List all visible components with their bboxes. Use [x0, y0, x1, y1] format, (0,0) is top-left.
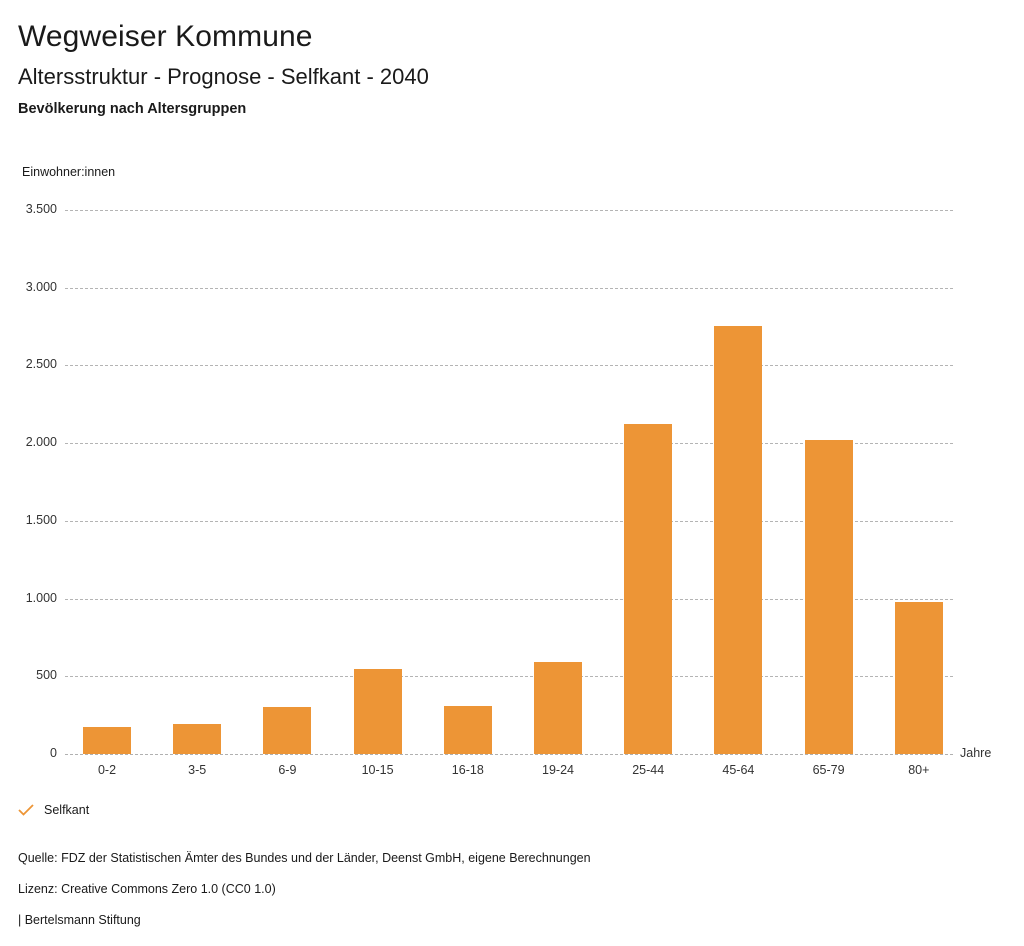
x-axis-tick-label: 6-9 — [278, 763, 297, 777]
bar-0-2[interactable] — [83, 726, 131, 754]
y-axis-tick-label: 2.500 — [25, 357, 57, 372]
check-icon — [18, 803, 34, 817]
x-axis-tick-label: 65-79 — [812, 763, 845, 777]
legend-item-label: Selfkant — [44, 803, 90, 817]
x-axis-tick-label: 3-5 — [188, 763, 207, 777]
chart-container: Einwohner:innen Jahre 0 500 1.000 1.500 2.00… — [0, 165, 1024, 795]
bar-16-18[interactable] — [443, 705, 492, 754]
y-axis-tick-label: 0 — [50, 746, 57, 760]
gridline — [65, 210, 953, 211]
bar-45-64[interactable] — [714, 325, 763, 754]
y-axis-tick-label: 3.000 — [25, 279, 57, 294]
y-axis-title: Einwohner:innen — [22, 165, 116, 179]
chart-footer: Quelle: FDZ der Statistischen Ämter des … — [18, 843, 998, 936]
y-axis-tick-label: 2.000 — [25, 435, 57, 450]
bar-3-5[interactable] — [173, 724, 222, 754]
y-axis-tick-label: 500 — [36, 668, 57, 683]
x-axis-tick-label: 80+ — [908, 763, 930, 777]
footer-publisher: | Bertelsmann Stiftung — [18, 913, 141, 927]
gridline — [65, 443, 953, 445]
x-axis-tick-label: 0-2 — [97, 763, 117, 777]
y-axis-tick-label: 1.500 — [25, 512, 57, 527]
footer-license: Lizenz: Creative Commons Zero 1.0 (CC0 1… — [18, 882, 276, 896]
chart-legend: Selfkant — [18, 803, 89, 817]
x-axis-tick-label: 25-44 — [632, 763, 665, 777]
x-axis-tick-label: 19-24 — [542, 763, 574, 777]
gridline — [65, 754, 953, 755]
page-title: Wegweiser Kommune — [18, 20, 313, 53]
bar-10-15[interactable] — [353, 669, 402, 754]
gridline — [65, 676, 953, 678]
bar-25-44[interactable] — [624, 424, 673, 754]
x-axis-tick-label: 10-15 — [361, 763, 394, 777]
bar-80+[interactable] — [894, 602, 943, 754]
gridline — [65, 598, 953, 600]
y-axis-tick-label: 1.000 — [25, 590, 57, 605]
y-axis-tick-label: 3.500 — [25, 202, 57, 216]
bar-19-24[interactable] — [534, 662, 582, 754]
gridline — [65, 365, 953, 367]
x-axis-tick-label: 45-64 — [722, 763, 755, 777]
gridline — [65, 287, 953, 289]
chart-title: Altersstruktur - Prognose - Selfkant - 2… — [18, 64, 429, 89]
chart-caption: Bevölkerung nach Altersgruppen — [18, 101, 247, 117]
x-axis-tick-label: 16-18 — [451, 763, 484, 777]
plot-area: Jahre 0 500 1.000 1.500 2.000 2.500 3.000 3.500… — [0, 165, 1024, 795]
gridline — [65, 520, 953, 522]
footer-source: Quelle: FDZ der Statistischen Ämter des … — [18, 851, 591, 865]
bar-6-9[interactable] — [263, 706, 312, 754]
bar-65-79[interactable] — [804, 440, 853, 754]
x-axis-title: Jahre — [960, 746, 992, 760]
chart-header: Wegweiser Kommune Altersstruktur - Progn… — [18, 0, 1008, 118]
